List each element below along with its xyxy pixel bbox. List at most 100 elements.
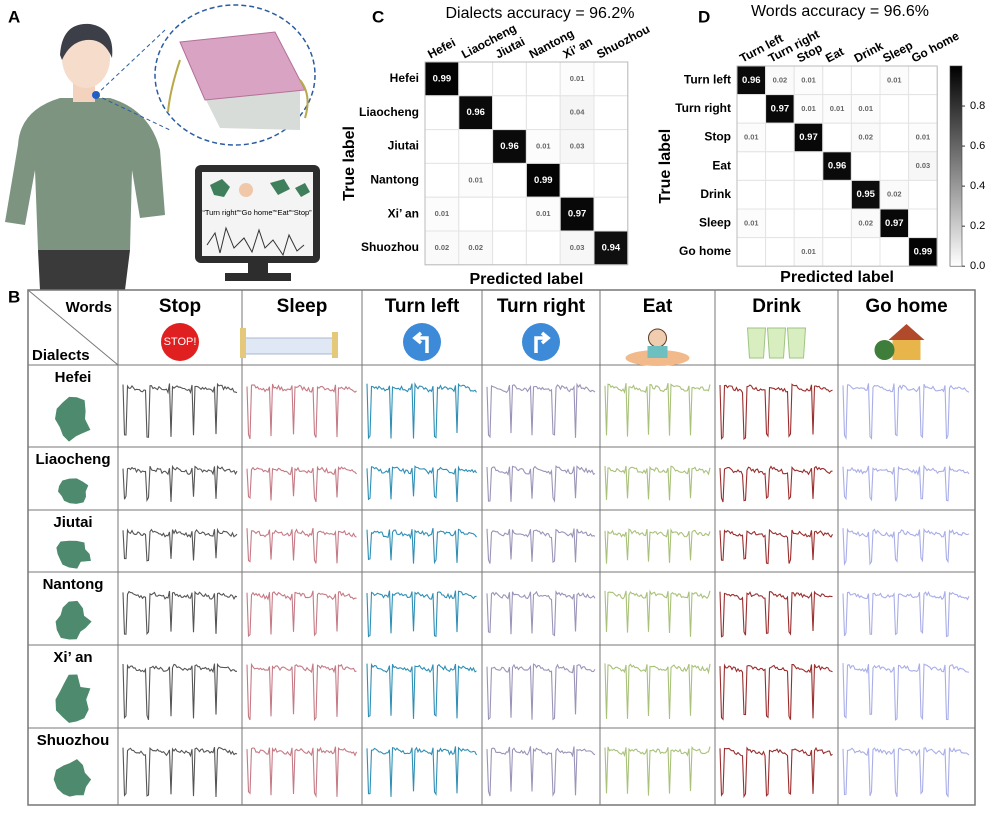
waveform [719,528,833,565]
arrow-glyph [412,331,429,353]
heatmap-cell [908,122,938,153]
bed-icon [243,337,335,355]
heatmap-cell [879,179,910,210]
heatmap-cell [736,122,767,153]
empty-cell [822,208,852,239]
row-header: Nantong [43,576,104,593]
region-map [55,674,91,723]
waveform [366,746,477,797]
empty-cell [736,151,767,181]
cup-icon [746,327,767,359]
signal-table: Words Dialects Stop STOP! Sleep Turn left Turn… [27,289,976,806]
x-axis-label: Predicted label [469,271,583,288]
cell-value: 0.96 [742,75,761,86]
empty-cell [525,95,561,131]
empty-cell [458,129,494,164]
cell-value: 0.96 [500,141,519,152]
waveform [719,746,833,799]
empty-cell [424,129,460,164]
matrix-frame [424,61,629,266]
waveform [842,464,970,502]
y-tick-label: Nantong [370,172,419,186]
panel-label: A [8,7,20,26]
y-tick-label: Hefei [390,71,419,85]
column-header: Stop [159,296,201,317]
empty-cell [879,94,910,124]
screen-text: “Turn right”“Go home”“Eat”“Stop” [202,208,312,217]
empty-cell [593,162,629,198]
waveform [842,590,970,638]
waveform [604,465,711,501]
colorbar [949,65,963,267]
heatmap-cell [793,237,824,267]
cell-value: 0.96 [828,161,847,172]
heatmap-cell [559,61,595,97]
heatmap-cell [458,230,494,266]
arrow-icon [522,323,560,361]
heatmap-cell [822,94,852,124]
waveform [486,465,596,503]
row-header: Hefei [55,369,92,386]
waveform [246,465,357,503]
region-map [58,478,89,504]
cell-value: 0.97 [885,218,904,229]
cup-icon [766,327,787,359]
empty-cell [765,179,795,210]
waveform [842,747,970,798]
y-tick-label: Stop [704,130,731,144]
cell-value: 0.99 [534,175,553,186]
cell-value: 0.03 [570,243,585,252]
colorbar-tick-label: 0.2 [970,220,985,232]
row-header: Xi’ an [53,649,92,666]
house-icon [888,324,925,340]
empty-cell [908,179,938,210]
cell-value: 0.97 [799,132,818,143]
waveform [842,663,970,721]
cell-value: 0.01 [536,141,551,150]
cell-value: 0.01 [435,209,450,218]
empty-cell [492,230,527,266]
cell-value: 0.97 [771,103,790,114]
colorbar-tick-label: 0.4 [970,180,985,192]
panel-label: D [698,7,710,26]
empty-cell [765,122,795,153]
region-map [55,396,91,442]
arrow-glyph [534,331,551,353]
cell-value: 0.97 [568,209,587,220]
column-header: Eat [643,296,673,317]
empty-cell [793,179,824,210]
y-tick-label: Eat [712,158,731,172]
empty-cell [822,237,852,267]
stop-icon [161,323,199,361]
tree-icon [874,340,895,360]
cell-value: 0.01 [858,104,873,113]
colorbar-tick-label: 0.6 [970,140,985,152]
column-header: Turn left [385,296,460,317]
corner-label: Dialects [32,347,90,364]
empty-cell [525,61,561,97]
empty-cell [822,179,852,210]
empty-cell [525,230,561,266]
colorbar-tick-label: 0.8 [970,100,985,112]
row-header: Liaocheng [35,451,110,468]
empty-cell [458,196,494,232]
waveform [246,383,357,440]
empty-cell [736,179,767,210]
empty-cell [765,237,795,267]
cell-value: 0.02 [858,218,873,227]
empty-cell [492,196,527,232]
empty-cell [736,237,767,267]
waveform [486,382,596,439]
heatmap-cell [822,151,852,181]
matrix-frame [736,65,938,267]
heatmap-cell [908,237,938,267]
cell-value: 0.01 [801,75,816,84]
heatmap-cell [458,162,494,198]
y-tick-label: Sleep [699,215,731,229]
chart-title: Words accuracy = 96.6% [751,3,929,20]
colorbar-tick-label: 0.0 [970,260,985,272]
y-tick-label: Turn left [684,72,731,86]
cell-value: 0.95 [856,189,875,200]
empty-cell [850,151,881,181]
